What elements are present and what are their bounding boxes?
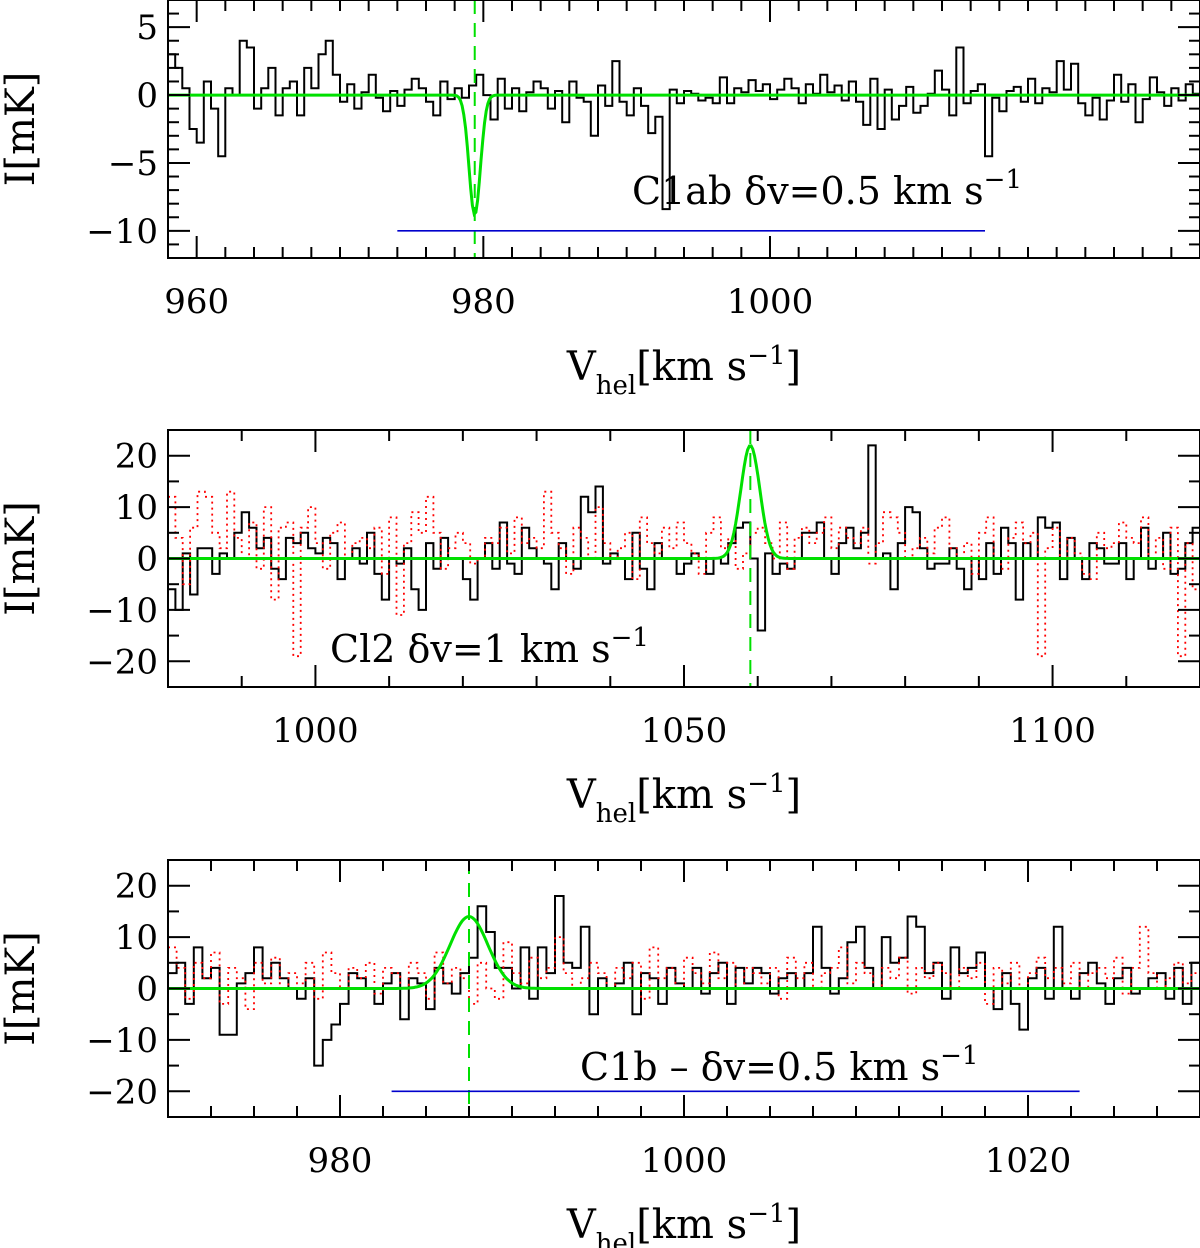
x-axis-label-sub: hel	[596, 1229, 636, 1248]
x-axis-label-end: ]	[786, 1202, 802, 1248]
y-tick-label: −10	[86, 1021, 158, 1061]
series-on-source	[168, 39, 1200, 211]
series-on-source	[168, 895, 1200, 1067]
annotation-sup: −1	[940, 1041, 978, 1071]
x-axis-label-end: ]	[786, 772, 802, 818]
gaussian-fit-line	[168, 914, 1200, 990]
y-axis-label: I[mK]	[0, 72, 44, 187]
y-axis-label: I[mK]	[0, 931, 44, 1046]
y-axis-label: I[mK]	[0, 501, 44, 616]
annotation-text: C1ab δv=0.5 km s	[632, 169, 984, 213]
y-tick-label: 0	[136, 76, 158, 116]
x-tick-label: 1100	[1009, 711, 1096, 751]
annotation-text: C1b – δv=0.5 km s	[580, 1045, 940, 1089]
y-tick-label: −5	[108, 144, 158, 184]
series-off-source	[168, 490, 1200, 658]
y-tick-label: 10	[115, 918, 158, 958]
x-axis-label-unit: [km s	[636, 1202, 747, 1248]
y-tick-label: 0	[136, 970, 158, 1010]
x-tick-label: 960	[164, 282, 229, 322]
y-tick-label: 20	[115, 437, 158, 477]
panel-annotation: C1b – δv=0.5 km s−1	[580, 1041, 978, 1089]
x-axis-label-main: V	[566, 1202, 597, 1248]
annotation-text: Cl2 δv=1 km s	[330, 627, 611, 671]
x-tick-label: 1000	[641, 1141, 728, 1181]
y-tick-label: 20	[115, 867, 158, 907]
y-tick-label: 10	[115, 488, 158, 528]
x-axis-label-sup: −1	[747, 769, 785, 799]
series-on-source	[168, 444, 1200, 632]
annotation-sup: −1	[984, 165, 1022, 195]
x-axis-label: Vhel[km s−1]	[566, 769, 801, 829]
x-tick-label: 980	[308, 1141, 373, 1181]
y-tick-label: −20	[86, 642, 158, 682]
x-tick-label: 1000	[727, 282, 814, 322]
y-tick-label: −20	[86, 1072, 158, 1112]
x-tick-label: 1000	[272, 711, 359, 751]
x-axis-label-unit: [km s	[636, 772, 747, 818]
panel-annotation: Cl2 δv=1 km s−1	[330, 623, 649, 671]
x-axis-label: Vhel[km s−1]	[566, 341, 801, 401]
y-tick-label: −10	[86, 591, 158, 631]
plot-area	[168, 430, 1200, 687]
plot-area	[168, 860, 1200, 1117]
gaussian-fit-line	[168, 444, 1200, 560]
gaussian-fit-line	[168, 93, 1200, 218]
y-tick-label: 0	[136, 540, 158, 580]
x-tick-label: 1050	[641, 711, 728, 751]
y-tick-label: −10	[86, 212, 158, 252]
plot-area	[168, 0, 1200, 258]
x-axis-label-main: V	[566, 772, 597, 818]
x-axis-label-sub: hel	[596, 371, 636, 401]
x-axis-label-end: ]	[786, 344, 802, 390]
x-axis-label-sub: hel	[596, 799, 636, 829]
x-axis-label-sup: −1	[747, 1199, 785, 1229]
y-tick-label: 5	[136, 8, 158, 48]
x-axis-label-main: V	[566, 344, 597, 390]
x-axis-label-unit: [km s	[636, 344, 747, 390]
x-axis-label-sup: −1	[747, 341, 785, 371]
x-tick-label: 1020	[985, 1141, 1072, 1181]
x-tick-label: 980	[451, 282, 516, 322]
annotation-sup: −1	[611, 623, 649, 653]
panel-annotation: C1ab δv=0.5 km s−1	[632, 165, 1022, 213]
axes-frame	[167, 0, 1200, 259]
x-axis-label: Vhel[km s−1]	[566, 1199, 801, 1248]
